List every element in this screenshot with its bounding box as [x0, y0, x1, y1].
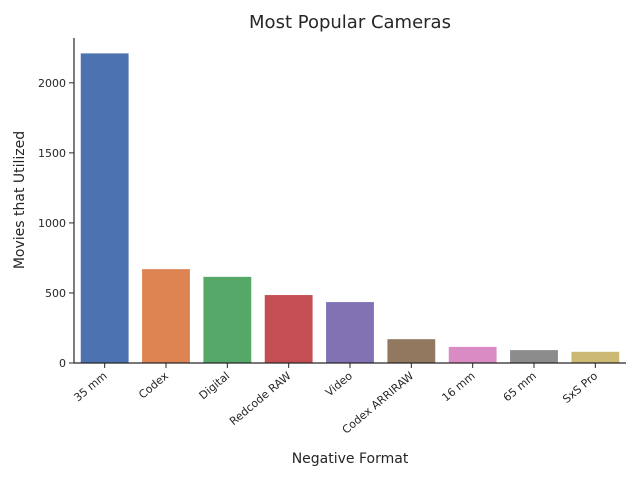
x-tick-label-6: 16 mm	[439, 369, 477, 404]
x-tick-label-4: Video	[323, 369, 355, 399]
y-tick-label-4: 2000	[38, 77, 66, 90]
bar-6	[448, 346, 497, 363]
x-axis-title: Negative Format	[292, 451, 409, 467]
bar-4	[326, 302, 374, 363]
y-axis-title: Movies that Utilized	[12, 131, 28, 269]
x-tick-label-2: Digital	[197, 369, 233, 402]
y-tick-label-0: 0	[59, 357, 66, 370]
y-tick-label-3: 1500	[38, 147, 66, 160]
bar-8	[571, 351, 620, 363]
bar-5	[387, 339, 436, 363]
bar-3	[264, 295, 313, 363]
bar-2	[203, 276, 252, 363]
bar-0	[80, 53, 129, 363]
x-tick-label-3: Redcode RAW	[227, 369, 294, 428]
x-tick-label-0: 35 mm	[71, 369, 109, 404]
y-tick-label-1: 500	[45, 287, 66, 300]
chart-title: Most Popular Cameras	[249, 12, 451, 33]
y-tick-label-2: 1000	[38, 217, 66, 230]
x-tick-label-7: 65 mm	[501, 369, 539, 404]
bar-1	[142, 269, 190, 363]
bar-7	[510, 350, 558, 363]
x-tick-label-1: Codex	[136, 369, 171, 401]
bars-group	[80, 53, 620, 363]
y-axis-ticks: 0 500 1000 1500 2000	[38, 77, 74, 370]
x-tick-label-8: SxS Pro	[560, 369, 600, 406]
